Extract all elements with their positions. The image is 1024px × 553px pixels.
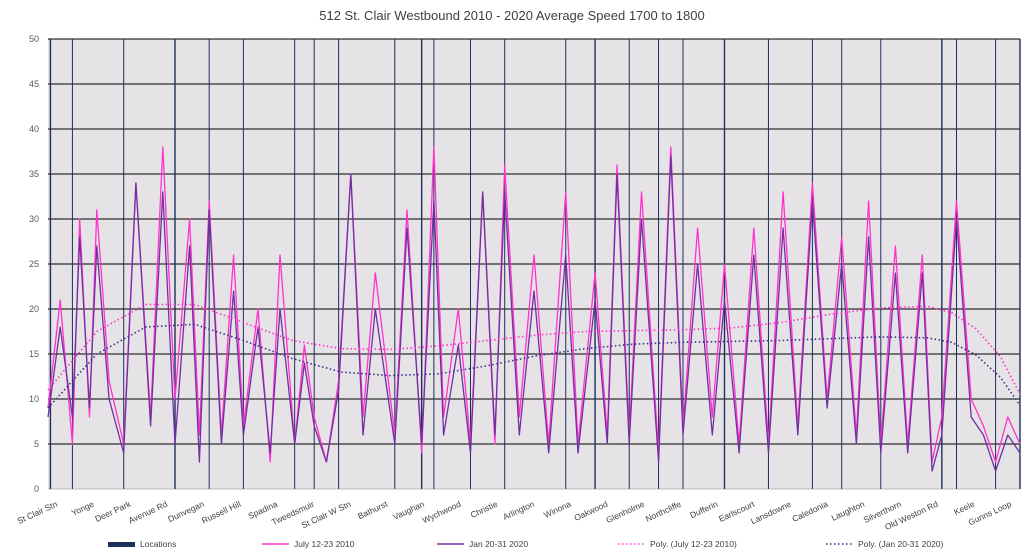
series-lines <box>47 146 1021 472</box>
chart-title: 512 St. Clair Westbound 2010 - 2020 Aver… <box>319 8 704 23</box>
legend-swatch <box>108 542 135 547</box>
legend: Locations July 12-23 2010 Jan 20-31 2020 Po… <box>108 539 944 549</box>
y-tick-label: 40 <box>29 124 39 134</box>
x-tick-label: Northcliffe <box>644 499 683 524</box>
y-tick-label: 50 <box>29 34 39 44</box>
y-tick-label: 0 <box>34 484 39 494</box>
x-tick-label: Laughton <box>830 499 867 523</box>
x-tick-label: Winona <box>542 499 573 520</box>
legend-label: Locations <box>140 539 176 549</box>
x-tick-label: Oakwood <box>572 499 609 523</box>
y-tick-label: 20 <box>29 304 39 314</box>
series-line <box>47 155 1021 472</box>
x-tick-label: Keele <box>952 499 976 517</box>
x-tick-label: Lansdowne <box>749 499 793 527</box>
y-axis-ticks: 0 5 10 15 20 25 30 35 40 45 50 <box>29 34 39 494</box>
x-tick-label: Christie <box>469 499 500 520</box>
x-tick-label: Caledonia <box>790 499 829 524</box>
y-tick-label: 10 <box>29 394 39 404</box>
x-tick-label: Avenue Rd <box>127 499 169 526</box>
y-tick-label: 45 <box>29 79 39 89</box>
x-tick-label: Glenholme <box>604 499 646 526</box>
x-tick-label: Wychwood <box>421 499 463 526</box>
x-tick-label: St Clair Stn <box>16 499 59 526</box>
y-tick-label: 25 <box>29 259 39 269</box>
legend-label: Jan 20-31 2020 <box>469 539 528 549</box>
y-tick-label: 30 <box>29 214 39 224</box>
gridlines <box>48 38 1020 490</box>
y-tick-label: 15 <box>29 349 39 359</box>
x-tick-label: Deer Park <box>93 498 133 524</box>
x-tick-label: Bathurst <box>356 498 389 521</box>
y-tick-label: 35 <box>29 169 39 179</box>
x-tick-label: Russell Hill <box>200 499 242 526</box>
x-tick-label: Arlington <box>501 499 536 522</box>
series-line <box>47 146 1021 463</box>
legend-label: July 12-23 2010 <box>294 539 355 549</box>
x-tick-label: Yonge <box>70 499 96 518</box>
x-tick-label: Dufferin <box>688 499 719 521</box>
trendline <box>47 323 1021 409</box>
legend-label: Poly. (July 12-23 2010) <box>650 539 737 549</box>
x-tick-label: Dunvegan <box>166 499 206 525</box>
legend-label: Poly. (Jan 20-31 2020) <box>858 539 944 549</box>
y-tick-label: 5 <box>34 439 39 449</box>
